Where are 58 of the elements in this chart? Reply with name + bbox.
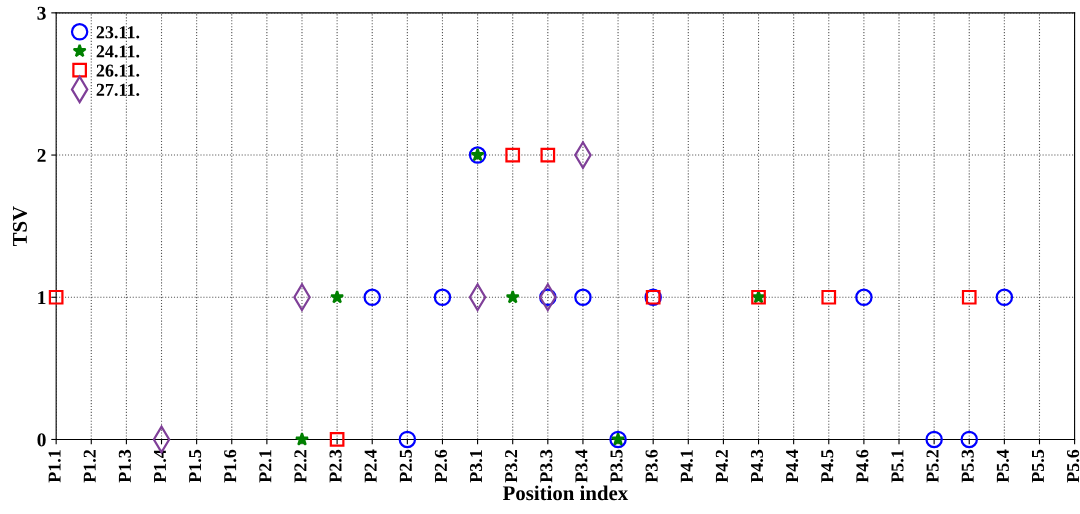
y-tick-label: 1 xyxy=(38,291,46,305)
point xyxy=(995,288,1014,307)
point xyxy=(855,288,873,307)
x-tick-label: P2.1 xyxy=(259,450,272,483)
x-tick-label: P4.2 xyxy=(715,449,729,483)
x-tick-label: P5.3 xyxy=(961,449,974,483)
x-tick-label: P3.6 xyxy=(645,449,658,483)
x-tick-label: P1.6 xyxy=(224,449,237,483)
x-tick-label: P1.3 xyxy=(118,449,131,483)
point xyxy=(925,430,943,449)
point xyxy=(539,288,557,307)
x-tick-label: P3.1 xyxy=(469,450,483,483)
x-tick-label: P4.5 xyxy=(821,449,834,483)
legend-label: 23.11. xyxy=(96,26,140,39)
x-tick-label: P1.5 xyxy=(189,449,202,483)
point xyxy=(48,289,64,305)
point xyxy=(398,430,417,449)
point xyxy=(363,288,381,307)
x-tick-label: P4.6 xyxy=(856,449,869,483)
x-tick-label: P1.2 xyxy=(83,449,96,483)
x-tick-label: P5.1 xyxy=(891,450,904,483)
x-tick-label: P3.4 xyxy=(575,449,588,483)
point xyxy=(821,289,837,305)
point xyxy=(961,289,977,305)
point xyxy=(294,432,310,446)
x-tick-label: P3.3 xyxy=(540,449,553,483)
y-tick-label: 0 xyxy=(37,433,46,447)
x-tick-label: P5.4 xyxy=(996,449,1009,483)
x-tick-label: P2.6 xyxy=(434,449,448,483)
point xyxy=(433,288,452,307)
legend-label: 24.11. xyxy=(96,45,140,58)
point xyxy=(505,147,521,163)
x-tick-label: P3.5 xyxy=(610,449,623,483)
y-axis-title: TSV xyxy=(12,206,28,247)
y-tick-label: 2 xyxy=(37,148,46,162)
x-tick-label: P3.2 xyxy=(505,449,518,483)
x-tick-label: P5.5 xyxy=(1032,449,1045,483)
x-tick-label: P1.1 xyxy=(48,450,61,483)
point xyxy=(505,289,520,304)
x-tick-label: P1.4 xyxy=(153,449,167,483)
point xyxy=(330,289,345,304)
y-tick-label: 3 xyxy=(37,6,46,20)
x-tick-label: P2.5 xyxy=(399,449,412,483)
x-tick-label: P5.6 xyxy=(1066,449,1080,483)
x-tick-label: P2.4 xyxy=(364,449,377,483)
x-tick-label: P5.2 xyxy=(926,449,939,483)
x-tick-label: P2.3 xyxy=(329,449,342,483)
legend-label: 27.11. xyxy=(96,83,140,96)
point xyxy=(329,432,345,447)
legend-label: 26.11. xyxy=(96,64,140,77)
x-tick-label: P4.3 xyxy=(750,449,764,483)
point xyxy=(960,430,978,449)
x-tick-label: P2.2 xyxy=(294,449,307,483)
point xyxy=(574,288,592,307)
x-tick-label: P4.4 xyxy=(786,449,799,483)
x-tick-label: P4.1 xyxy=(680,450,693,483)
point xyxy=(540,147,556,163)
x-axis-title: Position index xyxy=(502,485,629,501)
